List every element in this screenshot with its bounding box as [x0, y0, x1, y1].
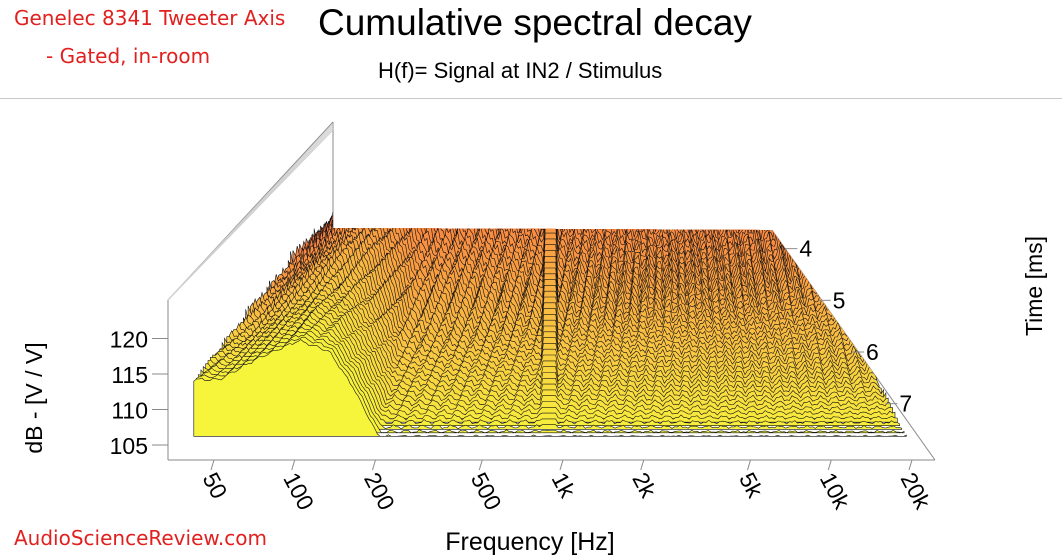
decay-slice: [327, 122, 777, 236]
time-tick-label: 5: [833, 287, 846, 313]
x-tick-label: 1k: [547, 468, 582, 502]
x-tick-mark: [908, 459, 913, 471]
decay-slices: [193, 122, 907, 437]
x-tick-label: 100: [278, 468, 319, 514]
x-tick-label: 20k: [896, 468, 937, 513]
header-divider: [0, 98, 1062, 99]
decay-slice: [323, 122, 782, 243]
x-tick-mark: [640, 459, 645, 471]
x-tick-mark: [827, 459, 832, 471]
chart-title: Cumulative spectral decay: [318, 2, 752, 43]
watermark: AudioScienceReview.com: [14, 526, 267, 550]
decay-slice: [330, 122, 775, 232]
decay-slice: [320, 122, 784, 246]
decay-slice: [217, 305, 884, 402]
x-tick-label: 50: [198, 468, 233, 503]
x-tick-label: 200: [359, 468, 400, 514]
y-axis-ticks: 105 110 115 120: [110, 327, 168, 459]
time-tick-label: 6: [866, 339, 879, 365]
decay-slice: [226, 292, 875, 388]
time-axis-label: Time [ms]: [1021, 236, 1047, 336]
x-axis-label: Frequency [Hz]: [445, 528, 615, 556]
decay-slice: [325, 122, 780, 239]
x-tick-mark: [747, 459, 751, 471]
chart-annotation-line2: - Gated, in-room: [46, 44, 211, 68]
decay-slice: [193, 339, 907, 437]
x-tick-label: 10k: [815, 468, 856, 513]
decay-slice: [332, 122, 773, 229]
x-tick-mark: [372, 459, 376, 471]
x-tick-label: 2k: [627, 468, 662, 502]
y-tick-label: 120: [110, 327, 148, 353]
time-tick-label: 4: [799, 236, 812, 262]
chart-annotation-line1: Genelec 8341 Tweeter Axis: [14, 6, 286, 30]
x-tick-mark: [559, 459, 564, 471]
y-tick-label: 115: [111, 362, 148, 388]
x-tick-mark: [210, 459, 215, 471]
x-tick-label: 5k: [734, 468, 769, 502]
time-tick-label: 7: [899, 391, 912, 417]
decay-slice: [219, 302, 882, 398]
x-axis-ticks: 50 100 200 500 1k 2k 5k 10k 20k: [198, 459, 937, 514]
plot-frame: [167, 121, 936, 461]
y-axis-label: dB - [V / V]: [21, 342, 47, 453]
x-tick-label: 500: [466, 468, 507, 514]
chart-subtitle: H(f)= Signal at IN2 / Stimulus: [378, 58, 663, 83]
decay-slice: [228, 289, 873, 384]
x-tick-mark: [478, 459, 483, 471]
y-tick-label: 105: [110, 433, 148, 459]
y-tick-label: 110: [111, 398, 148, 424]
x-tick-mark: [291, 459, 296, 471]
